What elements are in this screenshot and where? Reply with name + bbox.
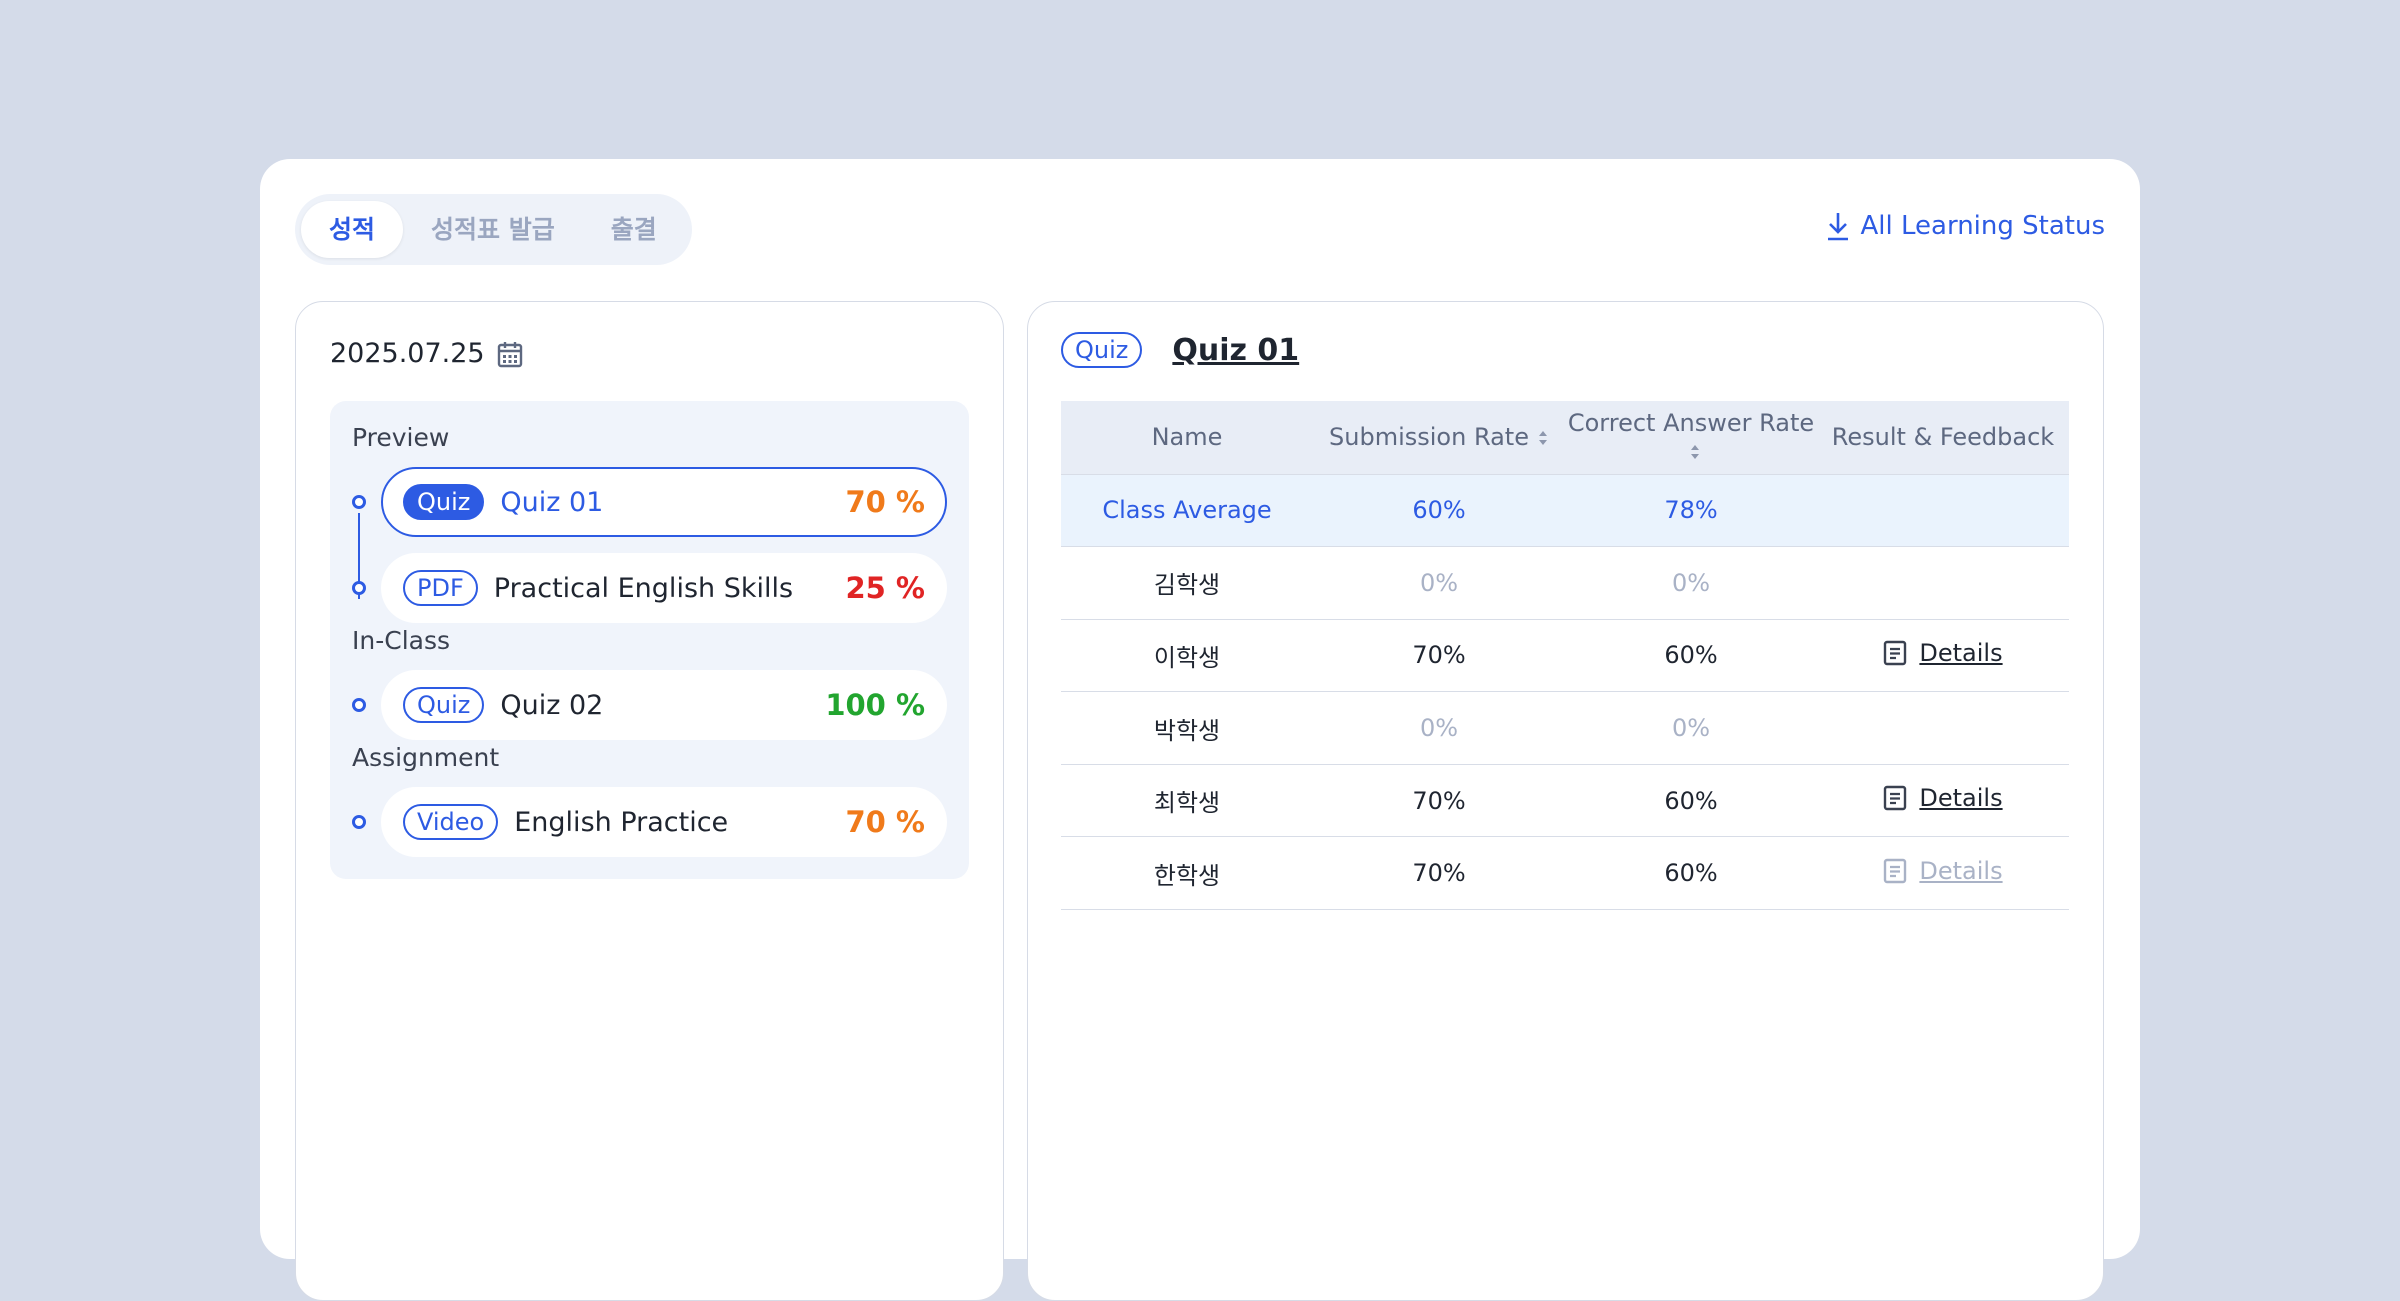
column-header: Result & Feedback bbox=[1817, 401, 2069, 475]
result-table: Name Submission Rate Correct Answer Rate Re… bbox=[1061, 401, 2069, 911]
table-cell: 0% bbox=[1565, 546, 1817, 620]
activity-item[interactable]: Video English Practice 70 % bbox=[381, 787, 947, 857]
type-tag: PDF bbox=[403, 570, 478, 606]
activity-row: Quiz Quiz 01 70 % bbox=[352, 467, 947, 537]
quiz-header: Quiz Quiz 01 bbox=[1061, 332, 1299, 368]
type-tag: Quiz bbox=[1061, 332, 1143, 368]
activity-percent: 70 % bbox=[845, 805, 925, 839]
header-label: Correct Answer Rate bbox=[1567, 409, 1815, 438]
table-cell: 60% bbox=[1313, 474, 1565, 548]
tab[interactable]: 출결 bbox=[610, 215, 657, 244]
table-row: Class Average 60% 78% bbox=[1061, 474, 2069, 548]
table-cell: 60% bbox=[1565, 836, 1817, 911]
table-cell: Class Average bbox=[1061, 474, 1313, 548]
table-row: 최학생 70% 60% Details bbox=[1061, 764, 2069, 838]
table-cell bbox=[1817, 691, 2069, 765]
header-label: Result & Feedback bbox=[1831, 423, 2055, 452]
table-cell: 0% bbox=[1313, 546, 1565, 620]
table-cell: 한학생 bbox=[1061, 836, 1313, 911]
timeline-dot bbox=[352, 698, 366, 712]
table-cell: Details bbox=[1817, 619, 2069, 693]
activity-item[interactable]: Quiz Quiz 01 70 % bbox=[381, 467, 947, 537]
table-cell: 70% bbox=[1313, 836, 1565, 911]
column-header: Submission Rate bbox=[1313, 401, 1565, 475]
column-header: Name bbox=[1061, 401, 1313, 475]
table-row: 김학생 0% 0% bbox=[1061, 546, 2069, 620]
activity-percent: 25 % bbox=[845, 571, 925, 605]
details-label: Details bbox=[1919, 856, 2003, 885]
table-row: 한학생 70% 60% Details bbox=[1061, 836, 2069, 911]
download-link[interactable]: All Learning Status bbox=[1825, 211, 2106, 241]
sort-icon[interactable] bbox=[1689, 443, 1701, 461]
table-cell bbox=[1817, 546, 2069, 620]
section-label: Preview bbox=[352, 423, 450, 452]
header-label: Name bbox=[1151, 423, 1223, 452]
download-label: All Learning Status bbox=[1860, 211, 2106, 241]
timeline-dot bbox=[352, 495, 366, 509]
details-link[interactable]: Details bbox=[1883, 638, 2003, 667]
details-label: Details bbox=[1919, 638, 2003, 667]
table-cell: 김학생 bbox=[1061, 546, 1313, 620]
calendar-icon bbox=[497, 341, 522, 367]
activity-name: English Practice bbox=[514, 806, 729, 838]
table-cell: 0% bbox=[1565, 691, 1817, 765]
table-cell: 70% bbox=[1313, 619, 1565, 693]
doc-icon bbox=[1884, 785, 1907, 811]
activity-percent: 100 % bbox=[825, 688, 925, 722]
table-cell: 0% bbox=[1313, 691, 1565, 765]
type-tag: Quiz bbox=[403, 687, 485, 723]
date: 2025.07.25 bbox=[330, 338, 485, 369]
sort-icon[interactable] bbox=[1537, 429, 1549, 447]
page: 성적 성적표 발급 출결 All Learning Status 2025.07… bbox=[260, 159, 2140, 1301]
activity-row: Quiz Quiz 02 100 % bbox=[352, 670, 947, 740]
activity-name: Practical English Skills bbox=[493, 572, 794, 604]
quiz-title[interactable]: Quiz 01 bbox=[1172, 332, 1300, 368]
table-cell: 78% bbox=[1565, 474, 1817, 548]
activity-row: Video English Practice 70 % bbox=[352, 787, 947, 857]
doc-icon bbox=[1884, 640, 1907, 666]
table-cell: Details bbox=[1817, 836, 2069, 911]
table-cell bbox=[1817, 474, 2069, 548]
section-group: Quiz Quiz 02 100 % bbox=[352, 670, 947, 740]
header-label: Submission Rate bbox=[1329, 423, 1529, 452]
left-panel: 2025.07.25 Preview Quiz Quiz 01 70 % PDF Prac… bbox=[295, 301, 1004, 1301]
section-label: Assignment bbox=[352, 743, 500, 772]
timeline-dot bbox=[352, 581, 366, 595]
section-group: Video English Practice 70 % bbox=[352, 787, 947, 857]
table-cell: 60% bbox=[1565, 764, 1817, 838]
type-tag: Quiz bbox=[403, 484, 485, 520]
table-row: 박학생 0% 0% bbox=[1061, 691, 2069, 765]
date-picker[interactable]: 2025.07.25 bbox=[330, 338, 523, 369]
table-cell: 박학생 bbox=[1061, 691, 1313, 765]
timeline-line bbox=[358, 513, 360, 599]
activity-name: Quiz 02 bbox=[500, 689, 604, 721]
table-cell: 60% bbox=[1565, 619, 1817, 693]
activity-percent: 70 % bbox=[845, 485, 925, 519]
section-label: In-Class bbox=[352, 626, 451, 655]
details-label: Details bbox=[1919, 784, 2003, 813]
table-cell: 이학생 bbox=[1061, 619, 1313, 693]
doc-icon bbox=[1884, 858, 1907, 883]
column-header: Correct Answer Rate bbox=[1565, 401, 1817, 475]
activity-item[interactable]: PDF Practical English Skills 25 % bbox=[381, 553, 947, 623]
section-group: Quiz Quiz 01 70 % PDF Practical English Skil… bbox=[352, 467, 947, 623]
type-tag: Video bbox=[403, 804, 499, 840]
tab[interactable]: 성적표 발급 bbox=[431, 215, 555, 244]
timeline-dot bbox=[352, 815, 366, 829]
details-link: Details bbox=[1883, 856, 2003, 885]
activity-item[interactable]: Quiz Quiz 02 100 % bbox=[381, 670, 947, 740]
right-panel: Quiz Quiz 01 Name Submission Rate Correct … bbox=[1027, 301, 2104, 1301]
download-icon bbox=[1827, 213, 1848, 241]
activity-row: PDF Practical English Skills 25 % bbox=[352, 553, 947, 623]
details-link[interactable]: Details bbox=[1883, 784, 2003, 813]
tab-bar: 성적 성적표 발급 출결 bbox=[295, 194, 692, 265]
tab[interactable]: 성적 bbox=[301, 201, 404, 258]
table-cell: 70% bbox=[1313, 764, 1565, 838]
activity-list: Preview Quiz Quiz 01 70 % PDF Practical Engli… bbox=[330, 401, 969, 879]
table-cell: 최학생 bbox=[1061, 764, 1313, 838]
activity-name: Quiz 01 bbox=[500, 486, 604, 518]
table-row: 이학생 70% 60% Details bbox=[1061, 619, 2069, 693]
table-cell: Details bbox=[1817, 764, 2069, 838]
card: 성적 성적표 발급 출결 All Learning Status 2025.07… bbox=[260, 159, 2140, 1301]
